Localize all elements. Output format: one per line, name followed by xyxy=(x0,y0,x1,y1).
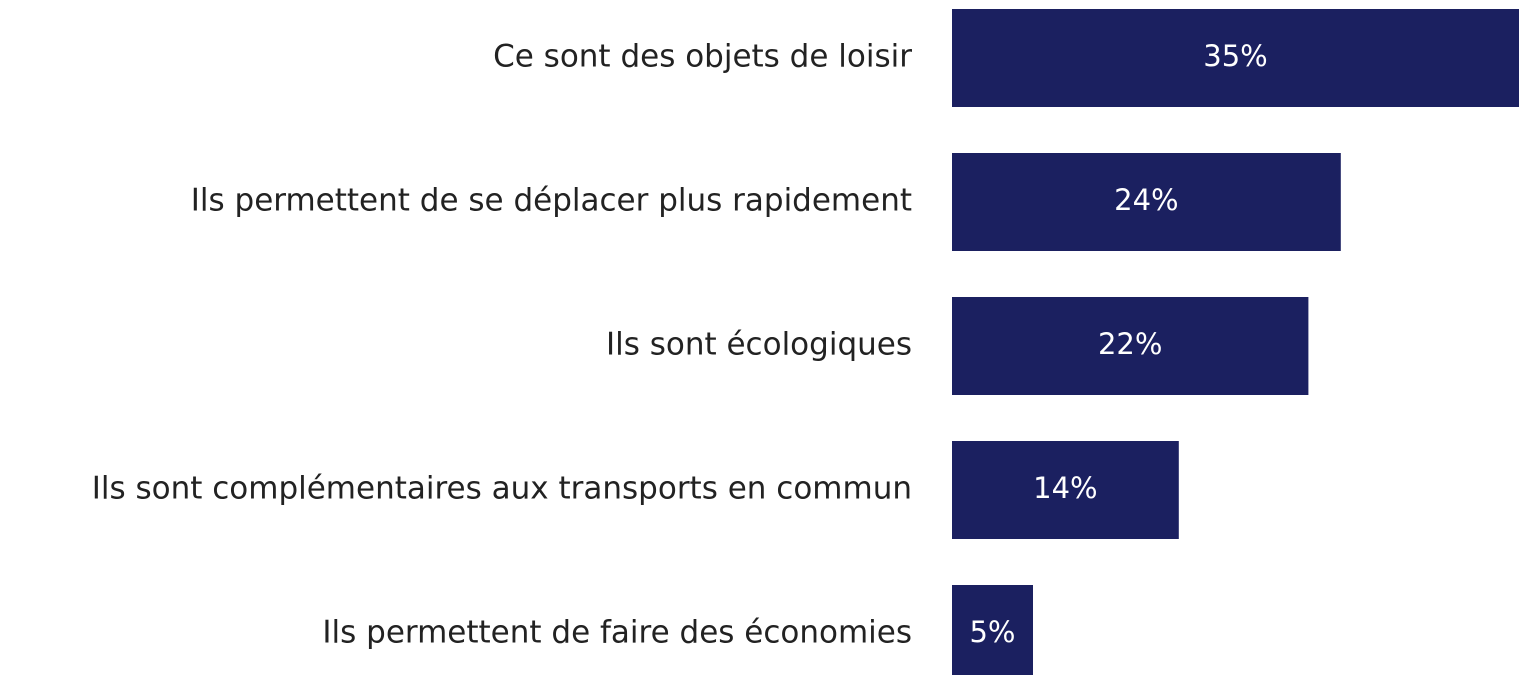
category-label: Ils sont complémentaires aux transports … xyxy=(92,471,912,507)
category-label: Ils sont écologiques xyxy=(606,327,912,363)
value-label: 14% xyxy=(1033,471,1097,505)
category-label: Ils permettent de faire des économies xyxy=(322,615,912,651)
value-label: 5% xyxy=(969,615,1015,649)
bar xyxy=(952,585,1033,675)
value-label: 35% xyxy=(1203,39,1267,73)
value-label: 22% xyxy=(1098,327,1162,361)
category-label: Ce sont des objets de loisir xyxy=(493,39,912,75)
category-label: Ils permettent de se déplacer plus rapid… xyxy=(191,183,912,219)
bar xyxy=(952,441,1179,539)
bar xyxy=(952,9,1519,107)
bar xyxy=(952,153,1341,251)
bar xyxy=(952,297,1309,395)
value-label: 24% xyxy=(1114,183,1178,217)
